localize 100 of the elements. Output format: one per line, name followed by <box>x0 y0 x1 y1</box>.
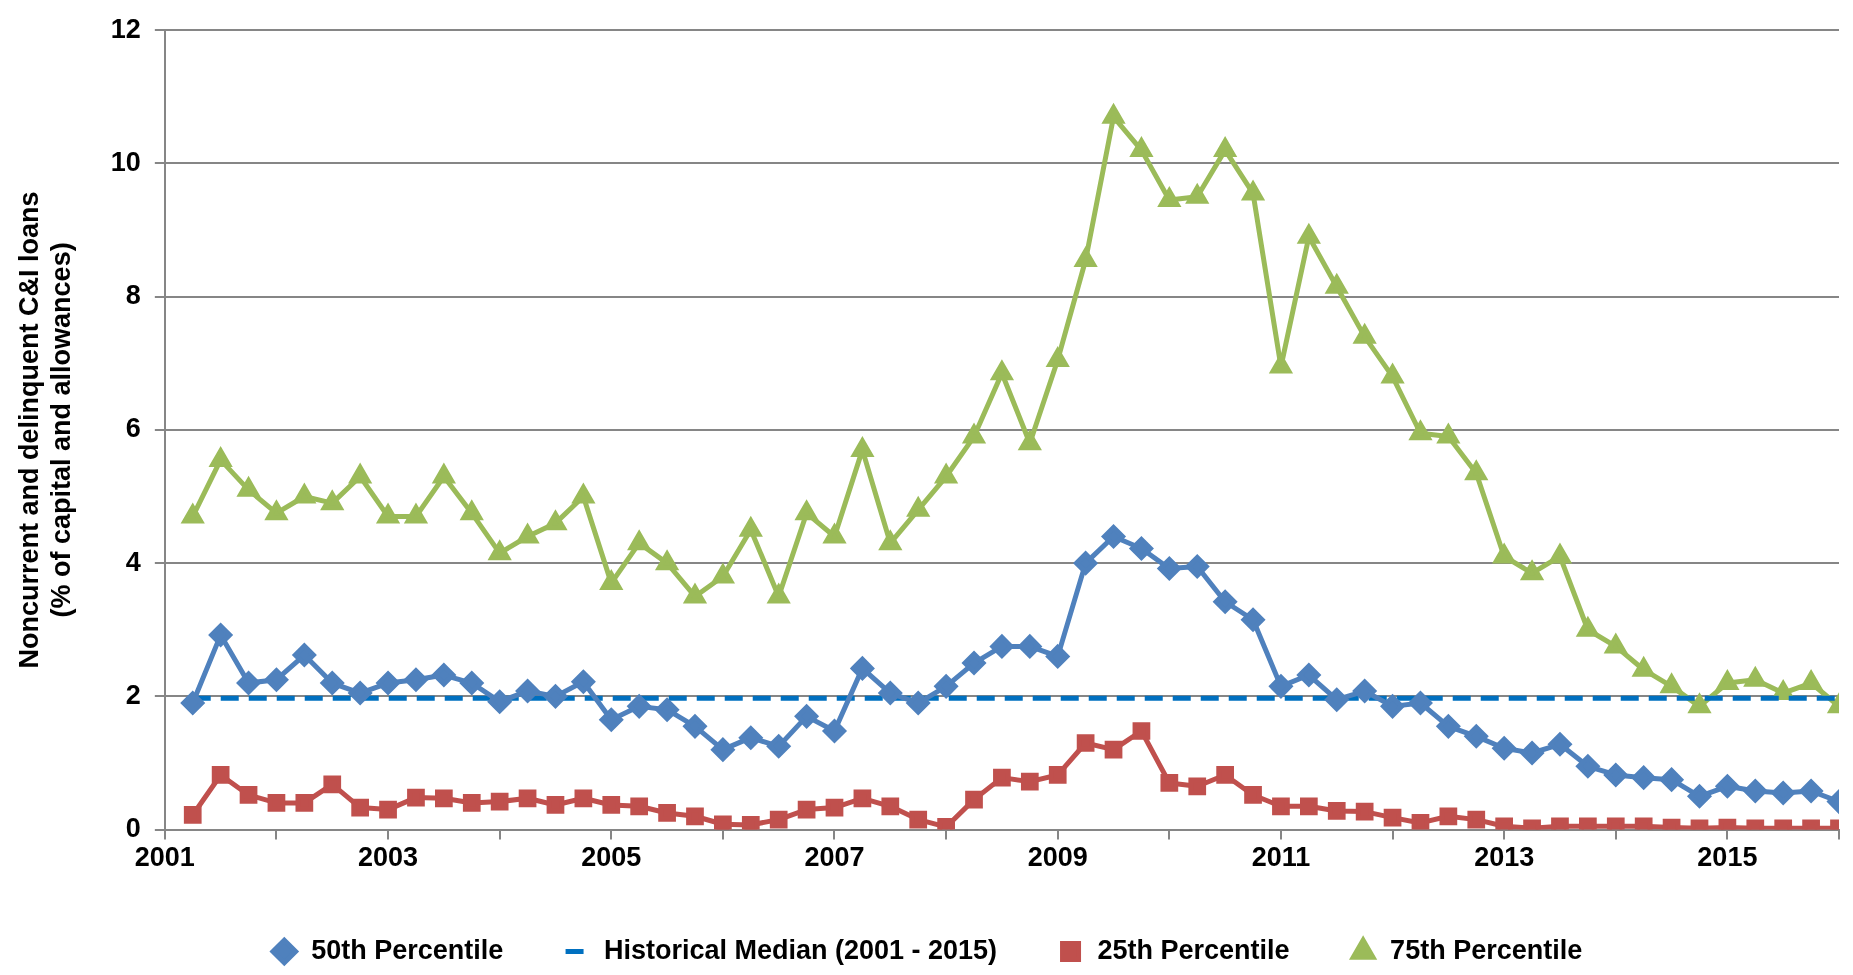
point <box>683 582 707 604</box>
point <box>767 734 791 758</box>
point <box>1157 186 1182 208</box>
point <box>488 690 512 714</box>
legend-label: 25th Percentile <box>1097 934 1290 965</box>
y-axis-title: Noncurrent and delinquent C&I loans (% of capital and allowances) <box>13 191 77 669</box>
x-tick-label: 2003 <box>358 842 419 873</box>
point <box>1157 556 1181 580</box>
point <box>683 714 707 738</box>
point <box>1743 779 1767 803</box>
legend-label: 50th Percentile <box>311 934 504 965</box>
point <box>1325 688 1349 712</box>
point <box>878 681 902 705</box>
point <box>990 359 1014 381</box>
x-tick-label: 2009 <box>1027 842 1088 873</box>
y-tick-label: 2 <box>125 679 141 710</box>
point <box>237 671 261 695</box>
point <box>965 790 983 809</box>
point <box>1520 741 1544 765</box>
point <box>711 738 735 762</box>
point <box>432 663 456 687</box>
point <box>487 539 512 561</box>
point <box>797 800 816 819</box>
point <box>602 796 621 814</box>
point <box>292 643 316 667</box>
point <box>1327 802 1346 820</box>
point <box>934 674 958 698</box>
point <box>1467 810 1486 829</box>
x-tick-label: 2007 <box>804 842 865 873</box>
point <box>630 797 649 816</box>
point <box>1411 814 1430 830</box>
point <box>794 499 819 521</box>
point <box>1439 807 1458 826</box>
x-tick-label: 2011 <box>1251 842 1311 873</box>
x-tick-label: 2015 <box>1697 842 1758 873</box>
point <box>1492 736 1516 760</box>
point <box>962 651 986 675</box>
point <box>1408 419 1433 441</box>
point <box>543 684 567 708</box>
point <box>320 671 344 695</box>
y-tick-label: 8 <box>125 280 141 311</box>
point <box>850 656 874 680</box>
point <box>518 789 537 808</box>
point <box>1102 524 1126 548</box>
point <box>267 794 286 812</box>
point <box>1297 663 1321 687</box>
point <box>627 529 651 551</box>
point <box>1464 459 1489 481</box>
point <box>516 679 540 703</box>
point <box>825 798 844 817</box>
point <box>462 794 481 812</box>
point <box>1436 714 1460 738</box>
point <box>599 708 623 732</box>
point <box>599 569 624 591</box>
point <box>209 623 233 647</box>
point <box>404 502 428 524</box>
legend-label: 75th Percentile <box>1390 934 1583 965</box>
point <box>823 719 846 743</box>
point <box>376 502 400 524</box>
point <box>686 807 704 826</box>
point <box>348 681 372 705</box>
point <box>407 788 425 807</box>
point <box>1073 246 1098 268</box>
point <box>1241 179 1265 201</box>
point <box>1213 136 1238 158</box>
point <box>1272 797 1290 816</box>
point <box>545 509 568 531</box>
point <box>1017 429 1042 451</box>
point <box>181 691 205 715</box>
point <box>1355 802 1374 821</box>
point <box>264 668 288 692</box>
point <box>1549 542 1572 564</box>
point <box>1018 634 1042 658</box>
point <box>711 562 735 584</box>
legend-label: Historical Median (2001 - 2015) <box>603 934 998 965</box>
point <box>1185 554 1209 578</box>
point <box>1687 784 1711 808</box>
point <box>1381 694 1405 718</box>
point <box>769 810 788 829</box>
point <box>1660 768 1684 792</box>
y-tick-label: 12 <box>110 13 141 44</box>
point <box>655 549 679 571</box>
point <box>404 668 428 692</box>
point <box>1020 772 1039 791</box>
point <box>320 489 345 511</box>
point <box>435 789 453 808</box>
point <box>1241 608 1265 632</box>
point <box>1383 808 1402 827</box>
point <box>1244 786 1262 804</box>
point <box>264 499 289 521</box>
point <box>1799 779 1823 803</box>
point <box>1269 674 1293 698</box>
point <box>1188 777 1207 796</box>
point <box>490 792 509 811</box>
point <box>1520 559 1544 581</box>
point <box>1771 781 1795 805</box>
point <box>1353 679 1377 703</box>
point <box>1632 766 1656 790</box>
point <box>1604 763 1628 787</box>
point <box>990 634 1014 658</box>
